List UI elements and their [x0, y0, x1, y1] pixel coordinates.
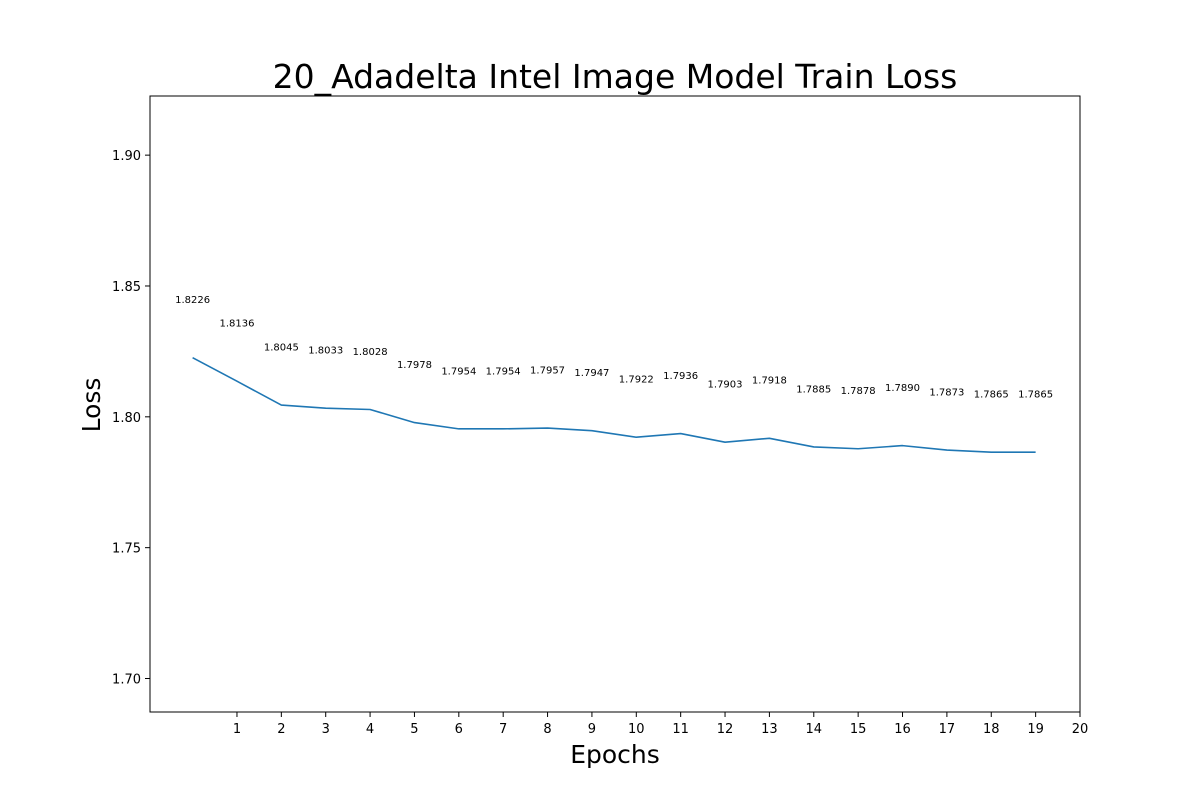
- x-tick-label: 13: [761, 722, 778, 737]
- data-point: [369, 408, 371, 410]
- data-label: 1.8136: [219, 319, 254, 330]
- x-tick-label: 6: [455, 722, 463, 737]
- chart-title: 20_Adadelta Intel Image Model Train Loss: [273, 57, 958, 96]
- data-label: 1.7954: [441, 366, 476, 377]
- y-tick-label: 1.75: [112, 542, 141, 557]
- data-point: [236, 380, 238, 382]
- data-point: [901, 444, 903, 446]
- x-tick-label: 9: [588, 722, 596, 737]
- series-line: [192, 356, 1036, 453]
- x-tick-label: 19: [1027, 722, 1044, 737]
- data-label: 1.8045: [264, 342, 299, 353]
- x-tick-label: 16: [894, 722, 911, 737]
- y-axis-label: Loss: [77, 378, 106, 433]
- data-point: [413, 421, 415, 423]
- data-point: [191, 356, 193, 358]
- data-point: [679, 432, 681, 434]
- data-label: 1.7922: [619, 375, 654, 386]
- data-point: [458, 428, 460, 430]
- data-point: [546, 427, 548, 429]
- data-label: 1.7957: [530, 366, 565, 377]
- data-point: [502, 428, 504, 430]
- data-label: 1.7947: [574, 368, 609, 379]
- data-point: [857, 448, 859, 450]
- data-point: [591, 429, 593, 431]
- data-label: 1.7978: [397, 360, 432, 371]
- data-label: 1.8028: [353, 347, 388, 358]
- data-point: [768, 437, 770, 439]
- x-tick-label: 1: [233, 722, 241, 737]
- x-axis-label: Epochs: [570, 740, 660, 769]
- data-label: 1.7903: [708, 380, 743, 391]
- data-point: [990, 451, 992, 453]
- plot-frame: [149, 95, 1081, 713]
- y-tick-label: 1.85: [112, 280, 141, 295]
- data-point: [325, 407, 327, 409]
- data-point: [635, 436, 637, 438]
- data-label: 1.7865: [1018, 390, 1053, 401]
- x-tick-label: 18: [983, 722, 1000, 737]
- x-tick-label: 15: [850, 722, 867, 737]
- x-tick-label: 11: [672, 722, 689, 737]
- data-label: 1.7878: [841, 386, 876, 397]
- x-tick-label: 5: [410, 722, 418, 737]
- data-label: 1.7936: [663, 371, 698, 382]
- data-label: 1.7954: [486, 366, 521, 377]
- x-tick-label: 8: [543, 722, 551, 737]
- x-tick-label: 20: [1072, 722, 1089, 737]
- y-tick-label: 1.70: [112, 673, 141, 688]
- x-tick-label: 12: [717, 722, 734, 737]
- x-tick-label: 14: [806, 722, 823, 737]
- data-label: 1.7873: [929, 387, 964, 398]
- data-label: 1.8226: [175, 295, 210, 306]
- x-tick-label: 17: [939, 722, 956, 737]
- x-tick-label: 10: [628, 722, 645, 737]
- data-point: [1034, 451, 1036, 453]
- plot-area: 1 2 3 4 5 6 7 8 9 10 11 12 13 14 15 16 17 18 19 201.701.751…: [112, 95, 1089, 737]
- x-tick-label: 7: [499, 722, 507, 737]
- y-tick-label: 1.90: [112, 149, 141, 164]
- data-label: 1.7890: [885, 383, 920, 394]
- data-point: [280, 404, 282, 406]
- x-tick-label: 4: [366, 722, 374, 737]
- data-label: 1.7885: [796, 384, 831, 395]
- data-point: [724, 441, 726, 443]
- data-label: 1.7865: [974, 390, 1009, 401]
- y-tick-label: 1.80: [112, 411, 141, 426]
- data-point: [813, 446, 815, 448]
- x-tick-label: 2: [277, 722, 285, 737]
- data-label: 1.7918: [752, 376, 787, 387]
- data-point: [946, 449, 948, 451]
- x-tick-label: 3: [322, 722, 330, 737]
- data-label: 1.8033: [308, 346, 343, 357]
